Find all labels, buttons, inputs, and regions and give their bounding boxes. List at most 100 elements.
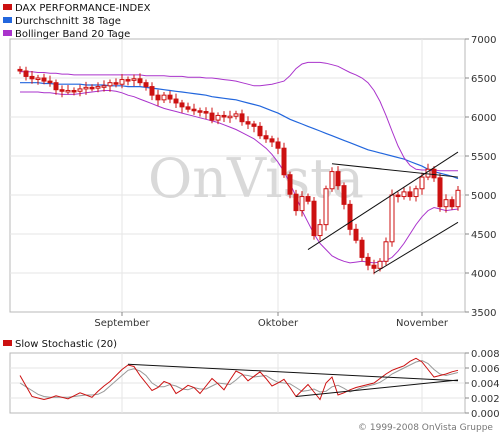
main-y-tick-label: 7000 xyxy=(471,35,496,46)
candle xyxy=(71,87,77,96)
sma38-line xyxy=(20,82,459,180)
candle xyxy=(41,73,47,85)
candle-body xyxy=(113,82,119,85)
candle xyxy=(395,191,401,203)
stochastic-y-tick-label: 0.006 xyxy=(471,364,500,375)
candle xyxy=(131,74,137,87)
candle xyxy=(449,196,455,210)
candle xyxy=(389,189,395,247)
candle xyxy=(155,89,161,106)
candle xyxy=(323,185,329,231)
candle xyxy=(23,66,29,81)
candle xyxy=(125,76,131,86)
candle xyxy=(233,110,239,120)
candle xyxy=(149,82,155,101)
candle-body xyxy=(71,89,77,93)
candle-body xyxy=(149,86,155,96)
main-y-ticks: 7000 6500 6000 5500 5000 4500 4000 3500 xyxy=(465,35,496,319)
candle-body xyxy=(47,80,53,84)
candle-body xyxy=(341,185,347,205)
candle-body xyxy=(383,241,389,262)
candle-body xyxy=(377,260,383,269)
stochastic-signal-line xyxy=(19,359,459,398)
candle-body xyxy=(449,199,455,208)
stochastic-y-tick-label: 0.002 xyxy=(471,394,500,405)
candle-body xyxy=(137,78,143,84)
trendline xyxy=(307,151,459,251)
legend-swatch-stochastic xyxy=(3,340,12,346)
candle-body xyxy=(263,135,269,140)
candle xyxy=(419,172,425,195)
main-y-tick-label: 3500 xyxy=(471,308,496,319)
main-y-tick-label: 5500 xyxy=(471,152,496,163)
candle-body xyxy=(275,141,281,149)
main-legend: DAX PERFORMANCE-INDEX Durchschnitt 38 Ta… xyxy=(3,3,151,40)
candle-body xyxy=(221,114,227,118)
candle xyxy=(413,185,419,202)
candle xyxy=(29,70,35,84)
candle-body xyxy=(35,77,41,80)
candle xyxy=(95,82,101,93)
candle-body xyxy=(281,147,287,176)
candle xyxy=(173,93,179,108)
legend-label-bollinger: Bollinger Band 20 Tage xyxy=(15,29,130,40)
candle-body xyxy=(83,86,89,90)
bollinger-band-line xyxy=(20,61,458,172)
stochastic-grid xyxy=(10,353,465,413)
candle xyxy=(221,111,227,122)
candle-body xyxy=(335,171,341,187)
stochastic-series-layer xyxy=(19,357,459,401)
legend-swatch-dax xyxy=(3,4,12,10)
candle xyxy=(335,166,341,190)
candle-body xyxy=(419,176,425,190)
x-tick-label: September xyxy=(94,318,150,329)
candle-body xyxy=(437,177,443,208)
candle-body xyxy=(29,75,35,80)
candle xyxy=(269,135,275,147)
candle xyxy=(311,196,317,240)
legend-label-dax: DAX PERFORMANCE-INDEX xyxy=(15,3,151,14)
candle xyxy=(317,219,323,241)
candle-body xyxy=(269,138,275,143)
candle xyxy=(101,80,107,92)
candle-body xyxy=(365,256,371,266)
legend-swatch-bollinger xyxy=(3,30,12,36)
candle-body xyxy=(125,79,131,82)
candle-body xyxy=(353,228,359,241)
legend-label-stochastic: Slow Stochastic (20) xyxy=(15,339,117,350)
candle-body xyxy=(311,200,317,237)
candle xyxy=(437,173,443,212)
candle xyxy=(137,73,143,86)
candle xyxy=(251,120,257,133)
candle-body xyxy=(287,174,293,195)
candle-body xyxy=(389,194,395,243)
candle xyxy=(89,84,95,92)
candle xyxy=(275,137,281,155)
candle xyxy=(431,166,437,182)
candle xyxy=(191,103,197,115)
stochastic-trendline xyxy=(295,379,459,397)
candle-body xyxy=(161,94,167,101)
candle-body xyxy=(431,168,437,179)
candle xyxy=(401,187,407,200)
candle-body xyxy=(95,86,101,89)
candle xyxy=(179,99,185,113)
candle xyxy=(257,122,263,139)
candle xyxy=(77,84,83,97)
stochastic-trendlines xyxy=(127,363,459,397)
candle-body xyxy=(167,94,173,100)
candle-body xyxy=(107,82,113,87)
candle xyxy=(287,171,293,199)
candle-body xyxy=(77,88,83,92)
candle xyxy=(227,110,233,123)
candle xyxy=(443,194,449,213)
candle-body xyxy=(413,188,419,198)
candle-body xyxy=(329,171,335,190)
stochastic-y-ticks: 0.008 0.006 0.004 0.002 0.000 xyxy=(465,349,500,420)
legend-label-sma38: Durchschnitt 38 Tage xyxy=(15,16,121,27)
candle xyxy=(35,74,41,85)
candle xyxy=(47,75,53,87)
main-y-tick-label: 4000 xyxy=(471,269,496,280)
